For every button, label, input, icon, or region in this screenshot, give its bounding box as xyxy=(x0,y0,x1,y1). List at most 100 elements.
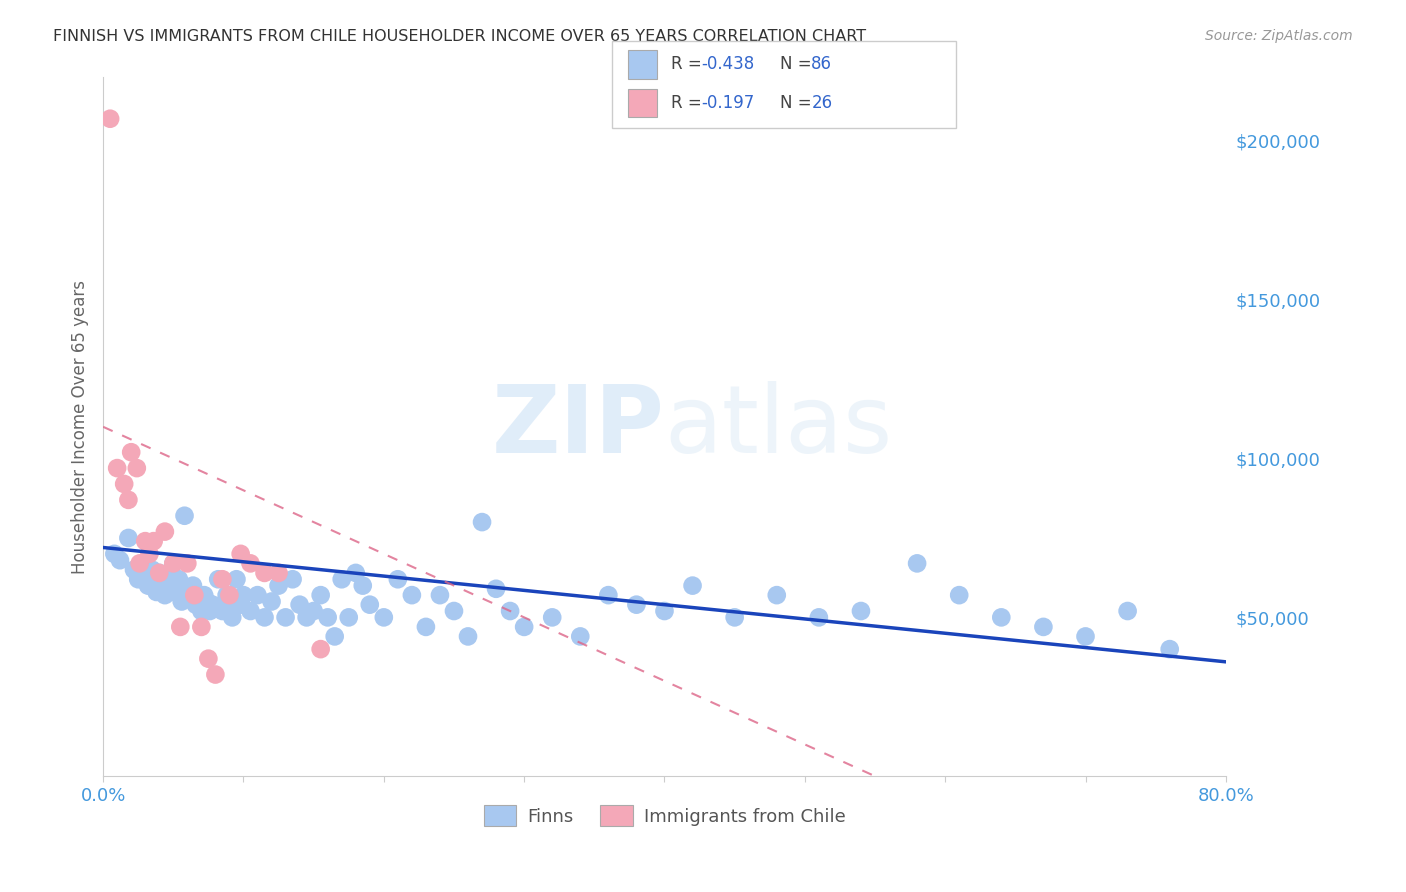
Point xyxy=(125,461,148,475)
Point xyxy=(131,557,153,571)
Point xyxy=(569,629,592,643)
Point xyxy=(207,572,229,586)
Point xyxy=(302,604,325,618)
Point xyxy=(112,477,135,491)
Point xyxy=(170,594,193,608)
Point xyxy=(352,579,374,593)
Point xyxy=(153,524,176,539)
Point xyxy=(184,598,207,612)
Point xyxy=(337,610,360,624)
Point xyxy=(401,588,423,602)
Point xyxy=(724,610,747,624)
Point xyxy=(288,598,311,612)
Point xyxy=(117,531,139,545)
Point xyxy=(239,557,262,571)
Point xyxy=(682,579,704,593)
Point xyxy=(190,604,212,618)
Point xyxy=(429,588,451,602)
Point xyxy=(150,579,173,593)
Point xyxy=(117,492,139,507)
Point xyxy=(309,642,332,657)
Point xyxy=(471,515,494,529)
Point xyxy=(415,620,437,634)
Point xyxy=(229,547,252,561)
Text: ZIP: ZIP xyxy=(492,381,665,473)
Point xyxy=(387,572,409,586)
Point xyxy=(849,604,872,618)
Point xyxy=(162,557,184,571)
Point xyxy=(136,579,159,593)
Point xyxy=(169,620,191,634)
Point xyxy=(765,588,787,602)
Point xyxy=(134,534,156,549)
Point xyxy=(359,598,381,612)
Text: -0.438: -0.438 xyxy=(702,55,755,73)
Point xyxy=(807,610,830,624)
Point xyxy=(148,566,170,580)
Point xyxy=(176,557,198,571)
Text: FINNISH VS IMMIGRANTS FROM CHILE HOUSEHOLDER INCOME OVER 65 YEARS CORRELATION CH: FINNISH VS IMMIGRANTS FROM CHILE HOUSEHO… xyxy=(53,29,866,44)
Point xyxy=(173,508,195,523)
Text: N =: N = xyxy=(780,55,817,73)
Point xyxy=(215,588,238,602)
Point xyxy=(1116,604,1139,618)
Point xyxy=(120,445,142,459)
Point xyxy=(267,566,290,580)
Point xyxy=(499,604,522,618)
Point xyxy=(1074,629,1097,643)
Point xyxy=(1159,642,1181,657)
Point xyxy=(323,629,346,643)
Point xyxy=(148,566,170,580)
Point xyxy=(162,557,184,571)
Point xyxy=(128,557,150,571)
Point xyxy=(221,610,243,624)
Text: R =: R = xyxy=(671,94,707,112)
Point xyxy=(457,629,479,643)
Point xyxy=(167,572,190,586)
Point xyxy=(218,588,240,602)
Point xyxy=(103,547,125,561)
Point xyxy=(98,112,121,126)
Point xyxy=(485,582,508,596)
Point xyxy=(183,588,205,602)
Point xyxy=(295,610,318,624)
Y-axis label: Householder Income Over 65 years: Householder Income Over 65 years xyxy=(72,280,89,574)
Text: R =: R = xyxy=(671,55,707,73)
Point xyxy=(373,610,395,624)
Point xyxy=(541,610,564,624)
Point xyxy=(108,553,131,567)
Point xyxy=(260,594,283,608)
Point xyxy=(201,598,224,612)
Point xyxy=(197,651,219,665)
Point xyxy=(142,534,165,549)
Point xyxy=(122,563,145,577)
Point xyxy=(316,610,339,624)
Text: Source: ZipAtlas.com: Source: ZipAtlas.com xyxy=(1205,29,1353,43)
Point xyxy=(225,572,247,586)
Point xyxy=(654,604,676,618)
Point xyxy=(274,610,297,624)
Point xyxy=(905,557,928,571)
Point xyxy=(181,579,204,593)
Point xyxy=(143,572,166,586)
Point xyxy=(598,588,620,602)
Point xyxy=(309,588,332,602)
Point xyxy=(138,547,160,561)
Point xyxy=(330,572,353,586)
Point xyxy=(153,588,176,602)
Point xyxy=(187,591,209,606)
Text: -0.197: -0.197 xyxy=(702,94,755,112)
Legend: Finns, Immigrants from Chile: Finns, Immigrants from Chile xyxy=(477,798,852,833)
Point xyxy=(159,585,181,599)
Point xyxy=(176,585,198,599)
Point xyxy=(165,585,187,599)
Point xyxy=(204,667,226,681)
Point xyxy=(948,588,970,602)
Point xyxy=(211,604,233,618)
Point xyxy=(190,620,212,634)
Point xyxy=(246,588,269,602)
Point xyxy=(211,572,233,586)
Text: 86: 86 xyxy=(811,55,832,73)
Point xyxy=(239,604,262,618)
Point xyxy=(513,620,536,634)
